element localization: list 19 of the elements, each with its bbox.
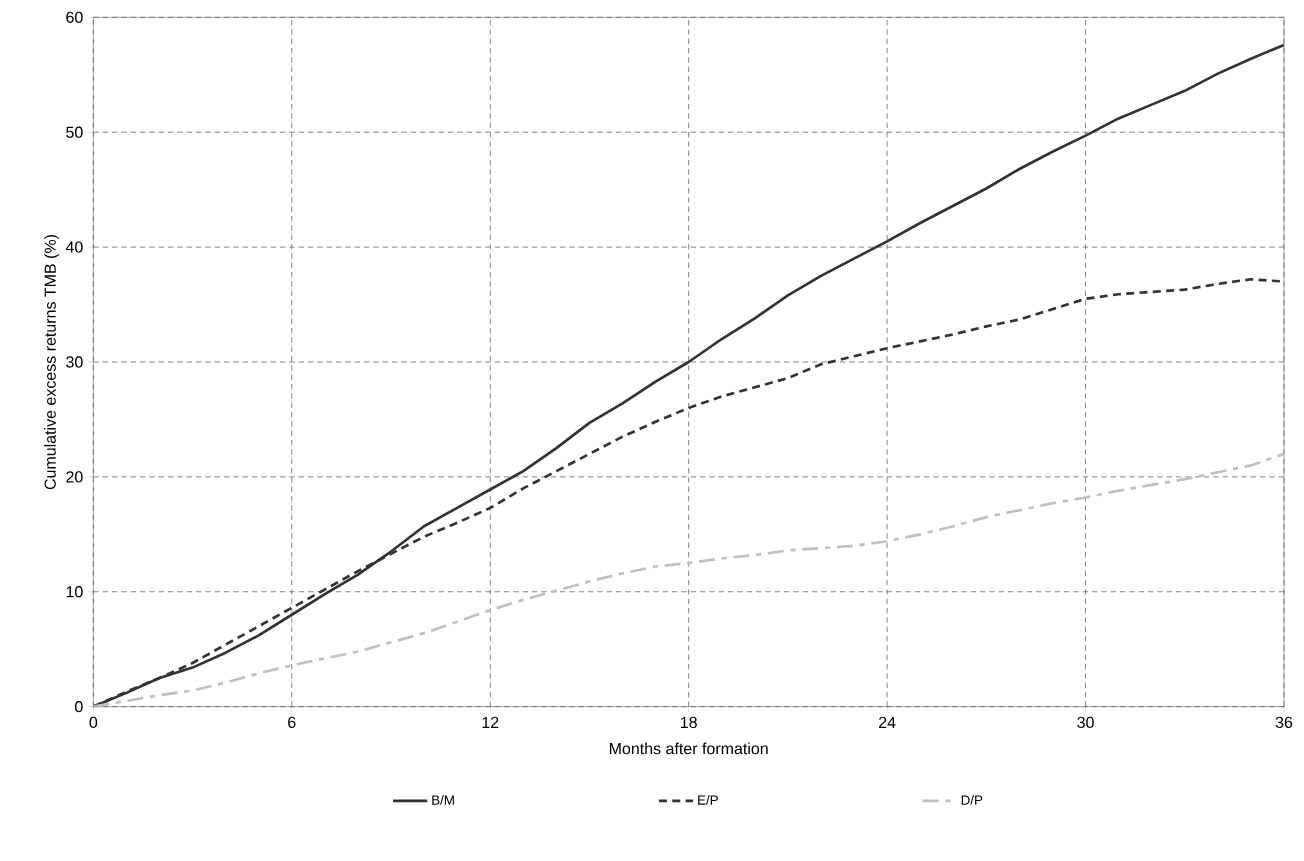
x-tick-label: 36: [1275, 716, 1293, 729]
y-tick-label: 10: [66, 586, 83, 598]
legend-label: E/P: [698, 794, 718, 805]
x-tick-label: 24: [879, 716, 896, 728]
y-tick-label: 50: [66, 126, 83, 138]
x-axis-title: Months after formation: [609, 742, 768, 755]
x-tick-label: 0: [89, 716, 98, 729]
y-axis-title: Cumulative excess returns TMB (%): [44, 235, 59, 490]
legend-label: D/P: [961, 794, 983, 805]
y-tick-label: 20: [66, 471, 83, 483]
y-tick-label: 30: [66, 356, 83, 368]
y-tick-label: 40: [65, 241, 83, 253]
x-tick-label: 18: [680, 716, 697, 729]
x-tick-label: 30: [1077, 716, 1094, 729]
x-tick-label: 12: [482, 716, 499, 728]
legend-label: B/M: [432, 794, 454, 805]
x-tick-label: 6: [288, 716, 296, 729]
y-tick-label: 0: [75, 701, 83, 713]
y-tick-label: 60: [66, 11, 83, 23]
